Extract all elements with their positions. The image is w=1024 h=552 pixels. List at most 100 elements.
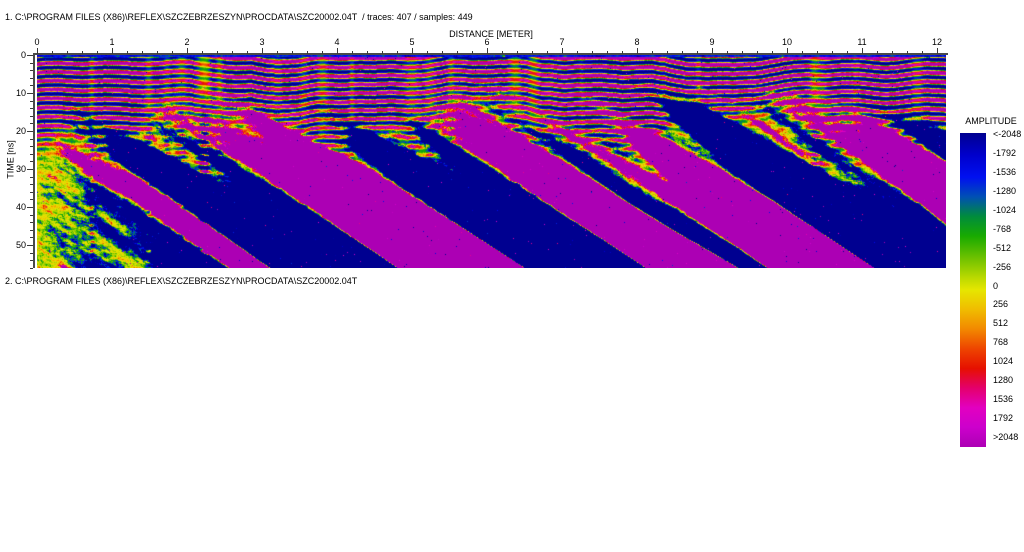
x-axis-minor-tick bbox=[592, 51, 593, 54]
y-axis-major-tick bbox=[27, 55, 33, 56]
x-axis-minor-tick bbox=[907, 51, 908, 54]
x-axis-minor-tick bbox=[442, 51, 443, 54]
x-axis-tick-label: 11 bbox=[857, 37, 867, 47]
y-axis-tick-label: 30 bbox=[15, 164, 26, 174]
y-axis-tick-label: 50 bbox=[15, 240, 26, 250]
x-axis-major-tick bbox=[862, 48, 863, 54]
y-axis-minor-tick bbox=[30, 153, 33, 155]
amplitude-scale-label: 256 bbox=[993, 299, 1009, 310]
x-axis-tick-label: 8 bbox=[634, 37, 640, 47]
amplitude-scale-label: -768 bbox=[993, 223, 1012, 234]
y-axis-minor-tick bbox=[30, 237, 33, 239]
legend-title: AMPLITUDE bbox=[965, 116, 1017, 126]
amplitude-scale-label: -1024 bbox=[993, 204, 1017, 215]
y-axis-minor-tick bbox=[30, 260, 33, 262]
profile-2-path-label: 2. C:\PROGRAM FILES (X86)\REFLEX\SZCZEBR… bbox=[5, 276, 358, 286]
x-axis-minor-tick bbox=[397, 51, 398, 54]
x-axis-line bbox=[33, 53, 948, 55]
x-axis-minor-tick bbox=[382, 51, 383, 54]
x-axis-minor-tick bbox=[802, 51, 803, 54]
amplitude-scale-label: -512 bbox=[993, 242, 1012, 253]
amplitude-scale-label: <-2048 bbox=[993, 129, 1022, 139]
x-axis-major-tick bbox=[37, 48, 38, 54]
x-axis-minor-tick bbox=[97, 51, 98, 54]
x-axis-minor-tick bbox=[922, 51, 923, 54]
amplitude-scale-label: 1024 bbox=[993, 356, 1014, 367]
x-axis-minor-tick bbox=[232, 51, 233, 54]
x-axis-major-tick bbox=[787, 48, 788, 54]
x-axis-minor-tick bbox=[307, 51, 308, 54]
x-axis-minor-tick bbox=[877, 51, 878, 54]
amplitude-scale-label: 1536 bbox=[993, 394, 1014, 405]
y-axis-tick-label: 20 bbox=[15, 126, 26, 136]
x-axis-minor-tick bbox=[532, 51, 533, 54]
y-axis-minor-tick bbox=[30, 138, 33, 140]
x-axis-minor-tick bbox=[67, 51, 68, 54]
y-axis-major-tick bbox=[27, 207, 33, 208]
y-axis-minor-tick bbox=[30, 62, 33, 64]
profile-1-path-label: 1. C:\PROGRAM FILES (X86)\REFLEX\SZCZEBR… bbox=[5, 12, 473, 22]
y-axis-minor-tick bbox=[30, 70, 33, 72]
x-axis-minor-tick bbox=[142, 51, 143, 54]
x-axis-minor-tick bbox=[772, 51, 773, 54]
x-axis-tick-label: 12 bbox=[931, 37, 943, 47]
x-axis-major-tick bbox=[337, 48, 338, 54]
x-axis-minor-tick bbox=[52, 51, 53, 54]
x-axis-minor-tick bbox=[547, 51, 548, 54]
y-axis-minor-tick bbox=[30, 77, 33, 79]
y-axis-line bbox=[33, 53, 35, 268]
y-axis-minor-tick bbox=[30, 267, 33, 269]
y-axis-major-tick bbox=[27, 131, 33, 132]
y-axis-tick-label: 0 bbox=[20, 50, 26, 60]
y-axis-minor-tick bbox=[30, 191, 33, 193]
x-axis-minor-tick bbox=[607, 51, 608, 54]
x-axis-minor-tick bbox=[817, 51, 818, 54]
x-axis-minor-tick bbox=[847, 51, 848, 54]
x-axis-minor-tick bbox=[517, 51, 518, 54]
x-axis-minor-tick bbox=[82, 51, 83, 54]
amplitude-scale-label: 1792 bbox=[993, 413, 1014, 424]
x-axis-minor-tick bbox=[502, 51, 503, 54]
x-axis-major-tick bbox=[562, 48, 563, 54]
x-axis-minor-tick bbox=[622, 51, 623, 54]
x-axis-major-tick bbox=[112, 48, 113, 54]
amplitude-scale-label: 0 bbox=[993, 280, 999, 291]
y-axis-minor-tick bbox=[30, 115, 33, 117]
x-axis-major-tick bbox=[412, 48, 413, 54]
x-axis-tick-label: 1 bbox=[109, 37, 115, 47]
radargram-canvas[interactable] bbox=[37, 55, 946, 268]
x-axis-minor-tick bbox=[742, 51, 743, 54]
y-axis-minor-tick bbox=[30, 176, 33, 178]
amplitude-scale-label: 768 bbox=[993, 337, 1009, 348]
amplitude-scale-label: -1536 bbox=[993, 166, 1017, 177]
x-axis-tick-label: 4 bbox=[334, 37, 340, 47]
y-axis-minor-tick bbox=[30, 146, 33, 148]
x-axis-major-tick bbox=[712, 48, 713, 54]
y-axis-tick-label: 40 bbox=[15, 202, 26, 212]
amplitude-scale-label: -1792 bbox=[993, 147, 1017, 158]
x-axis-minor-tick bbox=[697, 51, 698, 54]
x-axis-major-tick bbox=[187, 48, 188, 54]
y-axis-minor-tick bbox=[30, 199, 33, 201]
x-axis-major-tick bbox=[262, 48, 263, 54]
y-axis-major-tick bbox=[27, 245, 33, 246]
y-axis-minor-tick bbox=[30, 123, 33, 125]
x-axis-major-tick bbox=[937, 48, 938, 54]
y-axis-major-tick bbox=[27, 93, 33, 94]
x-axis-minor-tick bbox=[652, 51, 653, 54]
y-axis-minor-tick bbox=[30, 229, 33, 231]
x-axis-tick-label: 5 bbox=[409, 37, 415, 47]
y-axis-minor-tick bbox=[30, 85, 33, 87]
x-axis-minor-tick bbox=[367, 51, 368, 54]
x-axis-minor-tick bbox=[247, 51, 248, 54]
amplitude-scale-label: 1280 bbox=[993, 375, 1014, 386]
x-axis-tick-label: 0 bbox=[34, 37, 40, 47]
x-axis-minor-tick bbox=[322, 51, 323, 54]
x-axis-tick-label: 6 bbox=[484, 37, 490, 47]
y-axis-minor-tick bbox=[30, 100, 33, 102]
y-axis-major-tick bbox=[27, 169, 33, 170]
x-axis-minor-tick bbox=[892, 51, 893, 54]
y-axis-minor-tick bbox=[30, 184, 33, 186]
x-axis-minor-tick bbox=[682, 51, 683, 54]
